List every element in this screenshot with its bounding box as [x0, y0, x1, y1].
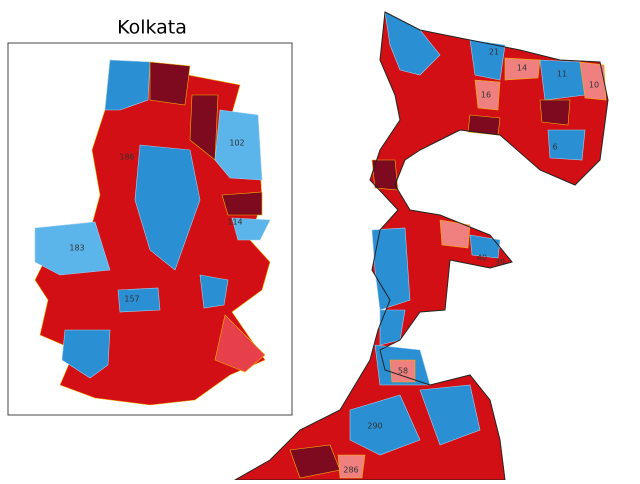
region-label: 40	[477, 254, 487, 263]
region	[389, 359, 416, 383]
region	[419, 384, 481, 446]
region	[214, 314, 266, 373]
region	[371, 159, 399, 191]
region	[547, 129, 586, 161]
region	[104, 59, 151, 111]
region-label: 39	[495, 258, 505, 267]
region-label: 6	[552, 143, 557, 152]
state-regions	[233, 11, 609, 481]
region	[149, 61, 191, 106]
region	[61, 329, 111, 379]
region	[439, 219, 471, 249]
region-label: 114	[227, 218, 242, 227]
region	[199, 274, 229, 309]
region-label: 286	[343, 466, 358, 475]
region-label: 183	[69, 244, 84, 253]
region	[371, 227, 411, 311]
region-label: 21	[489, 48, 499, 57]
region-label: 157	[124, 295, 139, 304]
region-label: 16	[481, 91, 491, 100]
region-label: 290	[367, 422, 382, 431]
region	[349, 394, 421, 456]
region-label: 10	[589, 81, 599, 90]
region-label: 186	[119, 153, 134, 162]
region	[231, 217, 271, 241]
region-label: 11	[557, 70, 567, 79]
region	[214, 109, 263, 181]
region	[469, 39, 506, 81]
inset-title: Kolkata	[117, 17, 187, 39]
region	[579, 61, 607, 101]
region-label: 14	[517, 64, 527, 73]
region	[117, 287, 161, 313]
kolkata-regions	[34, 59, 271, 406]
region	[539, 99, 571, 126]
state-labels: 21 14 11 10 16 6 40 39 58 290 286	[343, 48, 599, 475]
region	[337, 454, 366, 479]
region-label: 58	[398, 367, 408, 376]
region	[221, 191, 263, 216]
region	[539, 59, 586, 101]
region	[474, 79, 501, 111]
region	[504, 57, 541, 81]
region	[469, 234, 501, 259]
inset-labels: 102 183 157 114 186	[69, 139, 244, 304]
region	[134, 144, 201, 271]
state-border	[233, 11, 609, 481]
region-label: 102	[229, 139, 244, 148]
region	[34, 221, 111, 276]
